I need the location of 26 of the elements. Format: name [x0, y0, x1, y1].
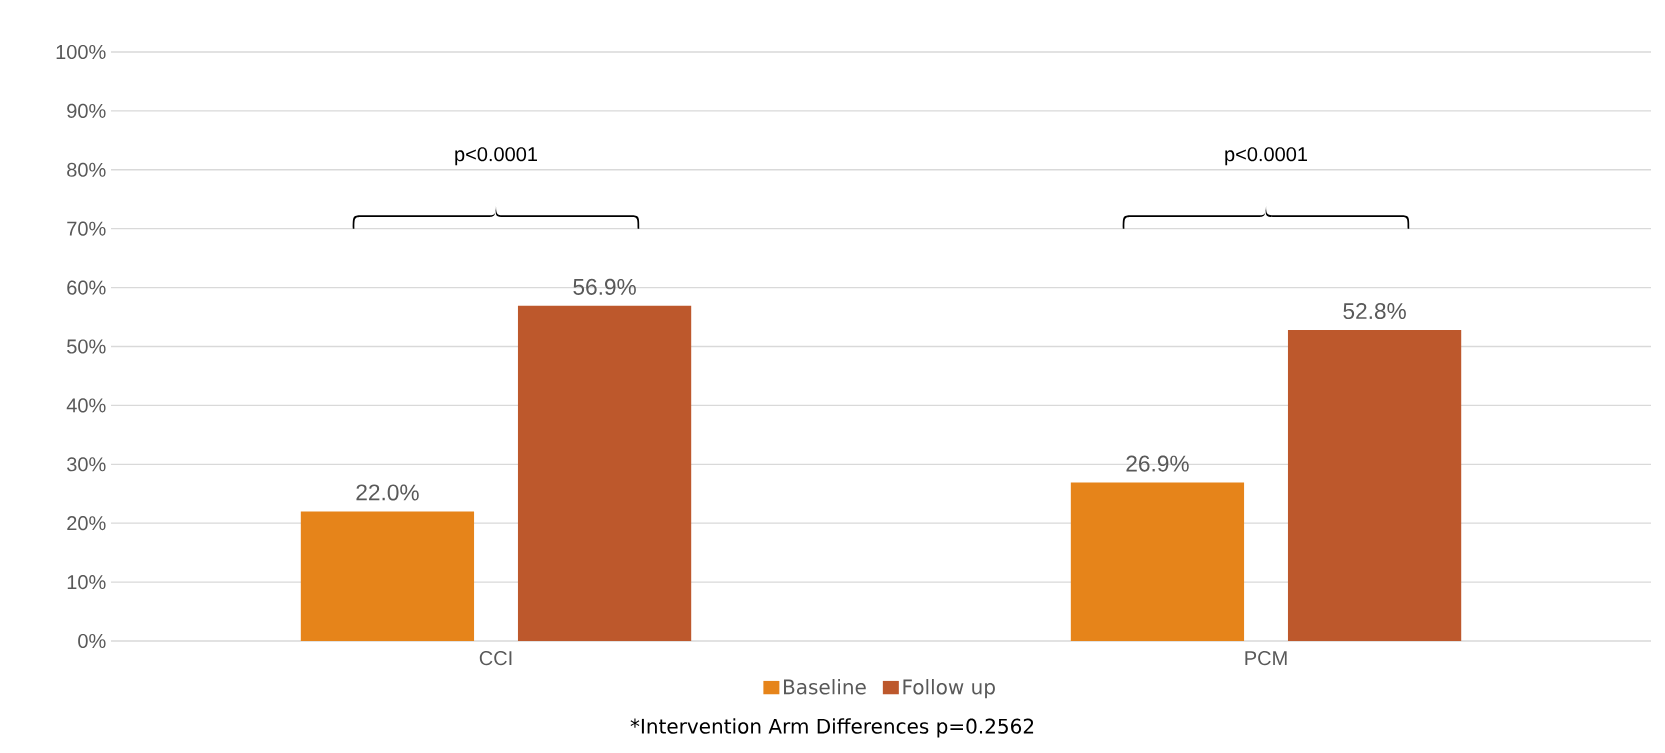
- legend-label: Baseline: [784, 679, 866, 695]
- data-label: 56.9%: [573, 278, 636, 295]
- bar: [300, 511, 475, 641]
- y-tick-label: 0%: [78, 633, 106, 649]
- y-tick-label: 10%: [67, 575, 106, 590]
- data-label: 26.9%: [1126, 455, 1189, 472]
- text: *Intervention Arm Differences p=0.2562: [630, 718, 1034, 738]
- x-tick-label: CCI: [479, 651, 512, 666]
- data-label: 52.8%: [1343, 303, 1406, 320]
- bar: [517, 305, 692, 641]
- data-label: 22.0%: [356, 484, 419, 501]
- bar: [1287, 330, 1462, 641]
- annotation: p<0.0001: [455, 147, 537, 166]
- y-tick-label: 20%: [67, 516, 106, 531]
- y-tick-label: 40%: [66, 398, 106, 413]
- y-tick-label: 90%: [67, 103, 106, 118]
- x-tick-label: PCM: [1245, 651, 1287, 666]
- y-tick-label: 100%: [56, 44, 106, 60]
- bar: [1070, 482, 1245, 641]
- legend-label: Follow up: [903, 679, 995, 699]
- y-tick-label: 80%: [67, 162, 106, 177]
- y-tick-label: 30%: [67, 457, 106, 472]
- annotation: p<0.0001: [1225, 147, 1308, 166]
- y-tick-label: 60%: [67, 280, 106, 295]
- y-tick-label: 70%: [67, 221, 106, 236]
- y-tick-label: 50%: [67, 339, 106, 354]
